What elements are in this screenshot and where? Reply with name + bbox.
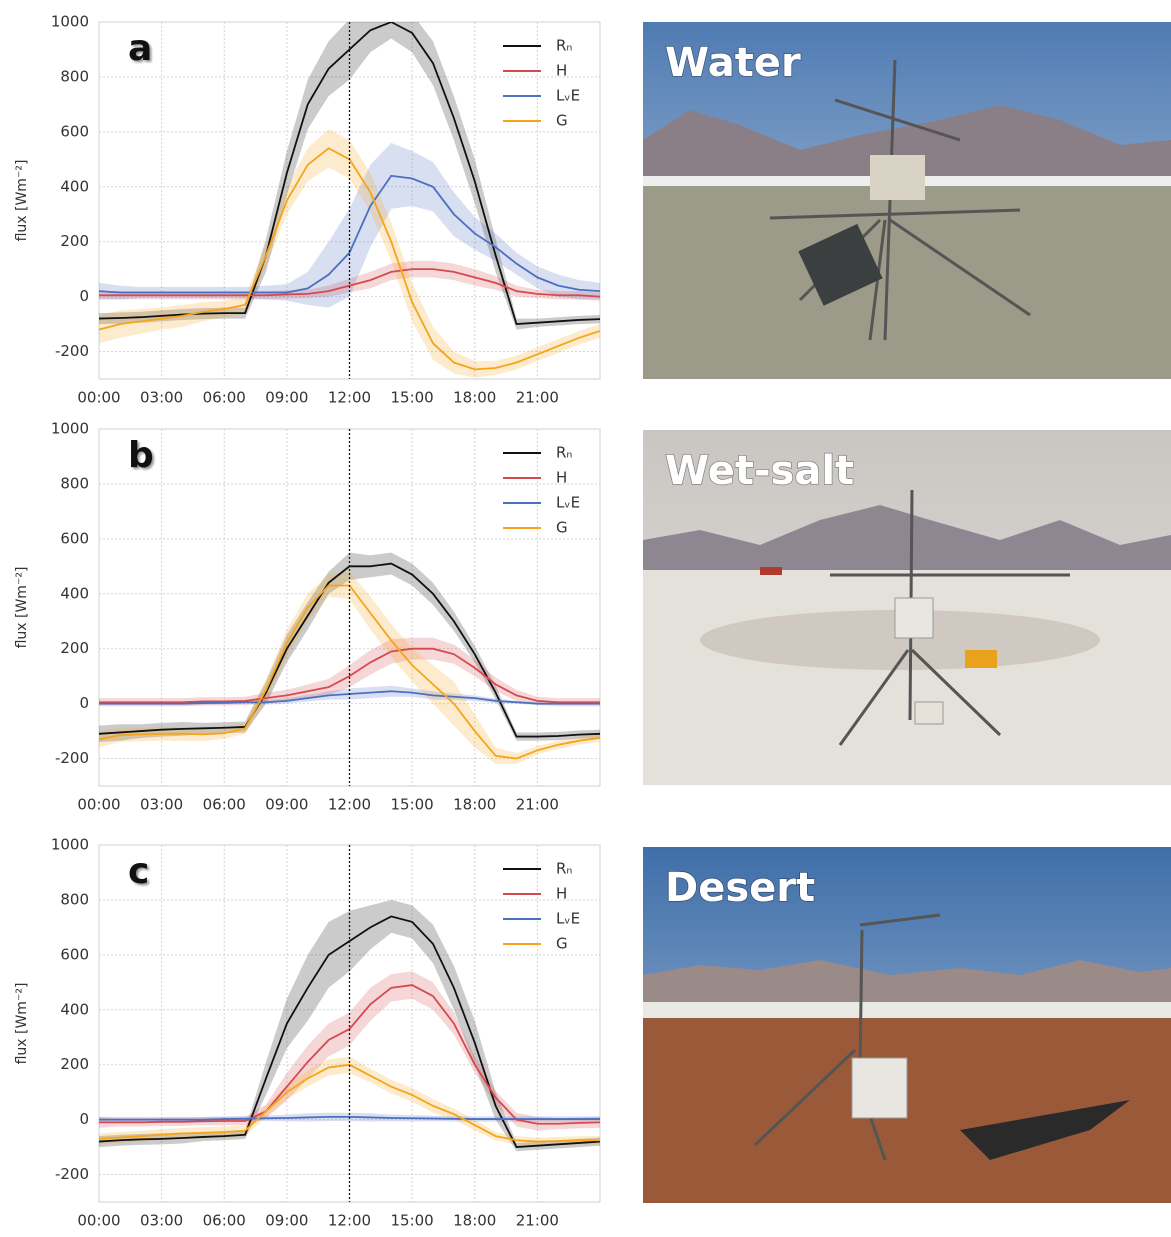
x-tick-label: 00:00 — [77, 796, 120, 814]
y-tick-label: -200 — [55, 342, 89, 360]
y-axis-label: flux [Wm⁻²] — [14, 160, 30, 242]
y-tick-label: 200 — [60, 639, 89, 657]
x-tick-label: 09:00 — [265, 389, 308, 407]
legend-label: G — [556, 935, 568, 953]
legend-label: G — [556, 519, 568, 537]
x-tick-label: 21:00 — [516, 796, 559, 814]
y-tick-label: 200 — [60, 232, 89, 250]
spread-band — [99, 1056, 600, 1146]
series-line — [99, 268, 600, 298]
series-line — [99, 22, 600, 326]
y-tick-label: 800 — [60, 67, 89, 85]
x-tick-label: 03:00 — [140, 1212, 183, 1230]
series-line — [99, 1115, 600, 1121]
y-tick-label: 400 — [60, 1000, 89, 1018]
x-tick-label: 06:00 — [203, 796, 246, 814]
panel-label: b — [128, 435, 154, 476]
x-tick-label: 00:00 — [77, 389, 120, 407]
y-tick-label: 800 — [60, 890, 89, 908]
x-tick-label: 09:00 — [265, 1212, 308, 1230]
y-tick-label: 1000 — [51, 836, 89, 854]
x-tick-label: 06:00 — [203, 1212, 246, 1230]
x-tick-label: 09:00 — [265, 796, 308, 814]
y-tick-label: 1000 — [51, 13, 89, 31]
x-tick-label: 03:00 — [140, 389, 183, 407]
legend-label: G — [556, 112, 568, 130]
y-tick-label: 800 — [60, 474, 89, 492]
y-axis-label: flux [Wm⁻²] — [14, 983, 30, 1065]
x-tick-label: 15:00 — [391, 1212, 434, 1230]
x-tick-label: 18:00 — [453, 1212, 496, 1230]
spread-band — [99, 685, 600, 705]
x-tick-label: 12:00 — [328, 389, 371, 407]
y-tick-label: 0 — [79, 1110, 89, 1128]
x-tick-label: 12:00 — [328, 796, 371, 814]
x-tick-label: 18:00 — [453, 796, 496, 814]
legend-label: Rₙ — [556, 37, 572, 55]
y-tick-label: -200 — [55, 1165, 89, 1183]
y-tick-label: 600 — [60, 945, 89, 963]
y-tick-label: 200 — [60, 1055, 89, 1073]
y-tick-label: 400 — [60, 177, 89, 195]
legend-label: Rₙ — [556, 860, 572, 878]
photo-water — [643, 22, 1171, 379]
y-tick-label: 1000 — [51, 420, 89, 438]
legend-label: H — [556, 469, 567, 487]
x-tick-label: 18:00 — [453, 389, 496, 407]
y-tick-label: 0 — [79, 694, 89, 712]
photo-wet-salt — [643, 430, 1171, 785]
x-tick-label: 00:00 — [77, 1212, 120, 1230]
spread-band — [99, 571, 600, 765]
spread-band — [99, 142, 600, 308]
photo-desert — [643, 847, 1171, 1203]
photo-label: Wet-salt — [665, 448, 854, 494]
series-line — [99, 174, 600, 294]
panel-label: a — [128, 28, 152, 69]
spread-band — [99, 637, 600, 707]
photo-label: Desert — [665, 865, 815, 911]
y-tick-label: 600 — [60, 122, 89, 140]
y-axis-label: flux [Wm⁻²] — [14, 567, 30, 649]
series-line — [99, 1063, 600, 1143]
spread-band — [99, 260, 600, 301]
x-tick-label: 12:00 — [328, 1212, 371, 1230]
x-tick-label: 15:00 — [391, 796, 434, 814]
legend-label: LᵥE — [556, 910, 580, 928]
legend-label: LᵥE — [556, 87, 580, 105]
x-tick-label: 21:00 — [516, 1212, 559, 1230]
x-tick-label: 06:00 — [203, 389, 246, 407]
panel-label: c — [128, 851, 149, 892]
y-tick-label: 400 — [60, 584, 89, 602]
x-tick-label: 21:00 — [516, 389, 559, 407]
legend-label: Rₙ — [556, 444, 572, 462]
legend-label: H — [556, 885, 567, 903]
legend-label: LᵥE — [556, 494, 580, 512]
photo-label: Water — [665, 40, 801, 86]
x-tick-label: 03:00 — [140, 796, 183, 814]
y-tick-label: 600 — [60, 529, 89, 547]
series-line — [99, 647, 600, 704]
x-tick-label: 15:00 — [391, 389, 434, 407]
legend-label: H — [556, 62, 567, 80]
y-tick-label: 0 — [79, 287, 89, 305]
y-tick-label: -200 — [55, 749, 89, 767]
spread-band — [99, 129, 600, 378]
